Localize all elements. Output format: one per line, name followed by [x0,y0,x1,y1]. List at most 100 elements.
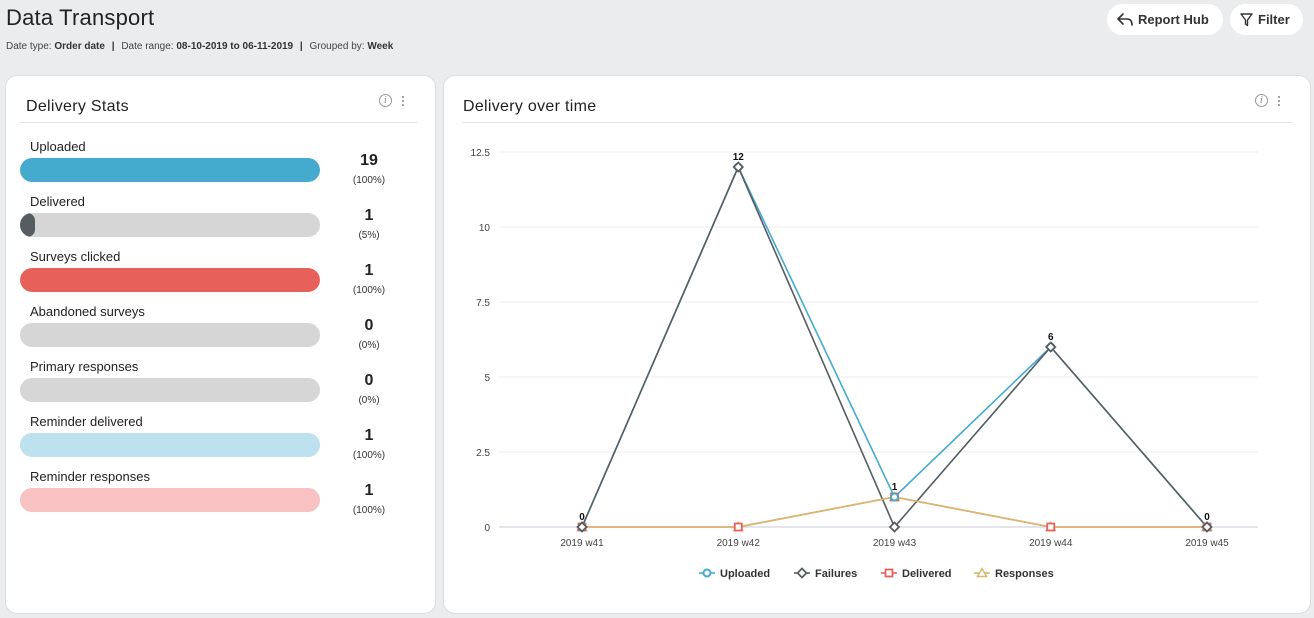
stat-progress-bar [20,213,320,237]
y-tick-label: 7.5 [476,298,490,309]
data-label: 0 [579,512,585,523]
stat-label: Delivered [30,194,85,209]
grouped-by-label: Grouped by: [309,41,365,52]
stat-progress-fill [20,433,320,457]
stat-progress-fill [20,268,320,292]
stat-row: Uploaded 19 (100%) [20,139,400,194]
stat-progress-bar [20,158,320,182]
data-point-delivered [733,522,743,532]
date-type-value: Order date [54,41,105,52]
data-label: 12 [733,152,745,163]
grouped-by-value: Week [367,41,394,52]
stat-progress-bar [20,378,320,402]
card-divider [462,122,1292,123]
stat-label: Reminder delivered [30,414,143,429]
y-tick-label: 10 [479,223,491,234]
filter-button[interactable]: Filter [1230,4,1303,35]
stat-percent: (100%) [352,175,386,186]
data-point-failures [1201,521,1213,533]
date-type-label: Date type: [6,41,52,52]
legend-label: Failures [815,568,857,580]
legend-label: Responses [995,568,1054,580]
stat-row: Abandoned surveys 0 (0%) [20,304,400,359]
data-point-delivered [1046,522,1056,532]
filter-label: Filter [1258,12,1290,27]
x-tick-label: 2019 w41 [560,538,604,549]
legend-label: Uploaded [720,568,770,580]
stat-value: 19 [360,152,378,169]
data-point-failures [576,521,588,533]
report-meta: Date type: Order date | Date range: 08-1… [6,41,393,52]
stat-label: Uploaded [30,139,86,154]
stat-row: Reminder responses 1 (100%) [20,469,400,524]
stat-value: 1 [364,427,374,444]
date-range-value: 08-10-2019 to 06-11-2019 [176,41,294,52]
stat-percent: (100%) [352,450,386,461]
report-hub-button[interactable]: Report Hub [1107,4,1223,35]
delivery-over-time-title: Delivery over time [463,98,597,115]
meta-separator: | [111,41,115,52]
data-point-uploaded [890,492,899,502]
data-point-failures [888,521,901,533]
stat-progress-bar [20,488,320,512]
stat-percent: (100%) [352,285,386,296]
stat-row: Delivered 1 (5%) [20,194,400,249]
legend-marker-failures [796,567,808,579]
data-point-failures [1044,341,1057,353]
delivery-stats-card: Delivery Stats i Uploaded 19 (100%) Deliver… [5,75,436,614]
stat-progress-fill [20,488,320,512]
date-range-label: Date range: [121,41,174,52]
stat-label: Reminder responses [30,469,150,484]
data-label: 0 [1204,512,1210,523]
stat-value: 0 [364,372,374,389]
stat-label: Surveys clicked [30,249,121,264]
stat-value: 1 [364,262,374,279]
stat-percent: (5%) [358,230,380,241]
stat-value: 0 [364,317,374,334]
x-tick-label: 2019 w44 [1029,538,1073,549]
legend-marker-delivered [884,568,894,578]
page-title: Data Transport [6,5,155,30]
series-line-uploaded [581,166,1208,528]
stat-value: 1 [364,482,374,499]
report-hub-label: Report Hub [1138,12,1209,27]
stat-label: Primary responses [30,359,139,374]
info-icon[interactable]: i [1255,94,1268,107]
stat-percent: (100%) [352,505,386,516]
stat-percent: (0%) [358,395,380,406]
legend-marker-uploaded [702,568,712,578]
more-options-icon[interactable] [1278,95,1281,106]
card-divider [20,122,417,123]
stat-progress-bar [20,268,320,292]
data-label: 1 [892,482,898,493]
delivery-stats-title: Delivery Stats [26,98,129,115]
legend-label: Delivered [902,568,952,580]
stat-progress-bar [20,433,320,457]
series-line-failures [581,166,1208,528]
y-tick-label: 5 [484,373,490,384]
y-tick-label: 2.5 [476,448,490,459]
more-options-icon[interactable] [402,95,405,106]
info-icon[interactable]: i [379,94,392,107]
y-tick-label: 12.5 [471,148,491,159]
stat-progress-bar [20,323,320,347]
funnel-icon [1240,12,1253,26]
stat-row: Reminder delivered 1 (100%) [20,414,400,469]
stat-percent: (0%) [358,340,380,351]
stat-progress-fill [20,213,35,237]
reply-arrow-icon [1117,12,1133,26]
stat-row: Surveys clicked 1 (100%) [20,249,400,304]
x-tick-label: 2019 w45 [1185,538,1229,549]
delivery-over-time-card: Delivery over time i 0 2.5 5 7.5 10 12.5 2019 … [443,75,1311,614]
x-tick-label: 2019 w43 [873,538,917,549]
stat-label: Abandoned surveys [30,304,145,319]
x-tick-label: 2019 w42 [717,538,761,549]
meta-separator: | [299,41,303,52]
stat-progress-fill [20,158,320,182]
data-label: 6 [1048,332,1054,343]
y-tick-label: 0 [484,523,490,534]
stat-row: Primary responses 0 (0%) [20,359,400,414]
data-point-failures [732,161,745,173]
stat-value: 1 [364,207,374,224]
